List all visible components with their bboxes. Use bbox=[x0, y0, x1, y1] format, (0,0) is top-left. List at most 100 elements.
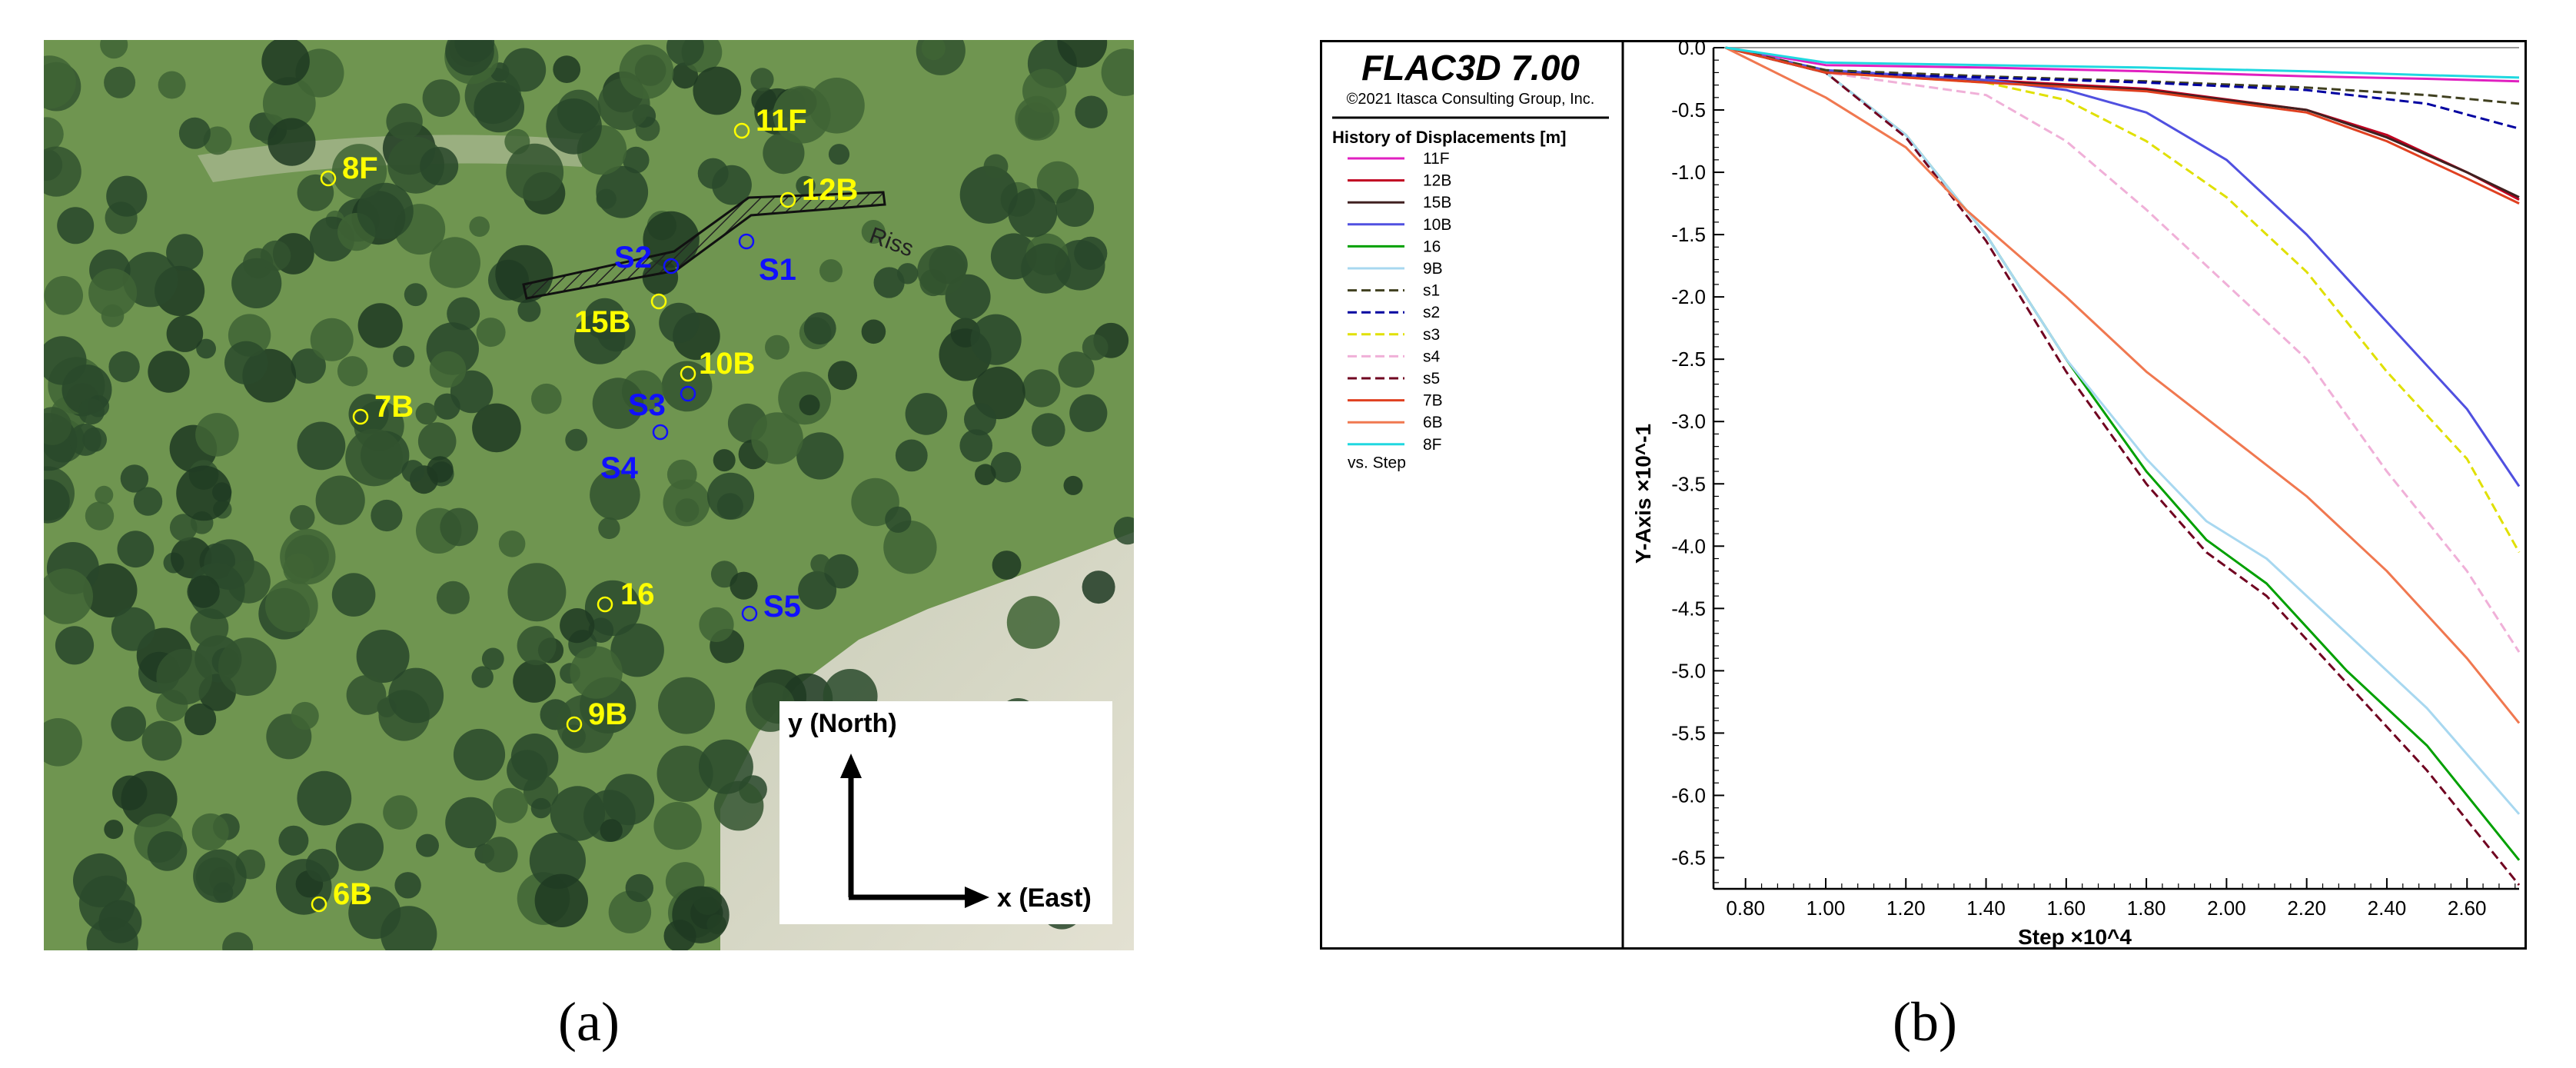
tree-crown bbox=[573, 313, 626, 364]
tree-crown bbox=[193, 849, 247, 903]
y-tick-label: 0.0 bbox=[1678, 40, 1706, 59]
tree-crown bbox=[763, 132, 805, 175]
tree-crown bbox=[260, 240, 291, 271]
tree-crown bbox=[507, 750, 548, 791]
tree-crown bbox=[106, 175, 148, 217]
caption-b: (b) bbox=[1893, 991, 1957, 1053]
tree-crown bbox=[401, 460, 424, 483]
survey-point-s1: S1 bbox=[738, 233, 796, 287]
tree-crown bbox=[417, 422, 457, 461]
tree-crown bbox=[104, 66, 136, 98]
tree-crown bbox=[447, 297, 480, 331]
series-line-s5 bbox=[1725, 46, 2521, 887]
tree-crown bbox=[663, 479, 710, 527]
tree-crown bbox=[195, 413, 239, 457]
tree-crown bbox=[474, 82, 524, 133]
displacement-chart-panel: FLAC3D 7.00 ©2021 Itasca Consulting Grou… bbox=[1320, 36, 2527, 950]
tree-crown bbox=[422, 79, 460, 117]
survey-point-15b: 15B bbox=[574, 293, 667, 339]
tree-crown bbox=[262, 77, 316, 130]
tree-crown bbox=[992, 551, 1022, 580]
tree-crown bbox=[592, 378, 644, 429]
tree-crown bbox=[803, 312, 836, 345]
tree-crown bbox=[112, 775, 148, 810]
tree-crown bbox=[598, 517, 620, 540]
tree-crown bbox=[348, 887, 401, 940]
tree-crown bbox=[176, 465, 231, 521]
tree-crown bbox=[420, 147, 459, 185]
tree-crown bbox=[530, 797, 552, 819]
y-tick-label: -2.0 bbox=[1671, 285, 1706, 308]
tree-crown bbox=[356, 630, 410, 683]
tree-crown bbox=[429, 351, 467, 388]
tree-crown bbox=[481, 647, 504, 670]
survey-point-12b: 12B bbox=[779, 173, 858, 208]
orientation-inset: y (North) x (East) bbox=[779, 701, 1112, 924]
caption-a: (a) bbox=[558, 991, 620, 1053]
north-arrowhead bbox=[840, 754, 862, 778]
tree-crown bbox=[111, 706, 146, 742]
tree-crown bbox=[1022, 369, 1061, 408]
y-tick-label: -0.5 bbox=[1671, 98, 1706, 121]
tree-crown bbox=[427, 456, 454, 483]
legend-label: 9B bbox=[1423, 260, 1443, 278]
legend-entry-8f: 8F bbox=[1348, 436, 1442, 454]
tree-crown bbox=[531, 383, 562, 414]
survey-point-marker bbox=[352, 408, 369, 425]
tree-crown bbox=[68, 423, 101, 456]
tree-crown bbox=[570, 646, 623, 699]
survey-point-marker bbox=[680, 365, 696, 382]
tree-crown bbox=[184, 703, 217, 736]
x-tick-label: 0.80 bbox=[1726, 897, 1765, 920]
survey-point-label: 11F bbox=[756, 104, 807, 138]
copyright-text: ©2021 Itasca Consulting Group, Inc. bbox=[1347, 91, 1595, 108]
legend-label: 6B bbox=[1423, 414, 1443, 431]
tree-crown bbox=[148, 351, 190, 393]
series-line-8f bbox=[1725, 46, 2520, 79]
tree-crown bbox=[964, 403, 996, 436]
legend-entry-16: 16 bbox=[1348, 238, 1441, 255]
tree-crown bbox=[218, 637, 277, 696]
x-tick-label: 2.00 bbox=[2207, 897, 2246, 920]
series-line-7b bbox=[1725, 46, 2520, 205]
tree-crown bbox=[264, 579, 318, 633]
tree-crown bbox=[345, 428, 403, 487]
survey-point-s5: S5 bbox=[741, 590, 801, 624]
tree-crown bbox=[895, 439, 928, 472]
tree-crown bbox=[101, 304, 125, 328]
legend-label: 8F bbox=[1423, 436, 1442, 454]
tree-crown bbox=[706, 472, 755, 520]
east-arrowhead bbox=[965, 887, 989, 908]
tree-crown bbox=[730, 571, 758, 600]
tree-crown bbox=[166, 234, 204, 271]
tree-crown bbox=[133, 487, 163, 516]
y-axis-label: Y-Axis ×10^-1 bbox=[1631, 424, 1655, 564]
tree-crown bbox=[610, 623, 664, 677]
tree-crown bbox=[751, 87, 777, 113]
survey-point-label: 16 bbox=[620, 577, 655, 611]
x-tick-label: 1.80 bbox=[2127, 897, 2166, 920]
y-tick-label: -1.0 bbox=[1671, 161, 1706, 184]
y-tick-label: -4.5 bbox=[1671, 597, 1706, 620]
legend-label: 12B bbox=[1423, 172, 1451, 190]
tree-crown bbox=[1069, 394, 1108, 432]
tree-crown bbox=[38, 336, 87, 385]
survey-point-marker bbox=[663, 258, 680, 274]
x-tick-label: 1.60 bbox=[2047, 897, 2086, 920]
tree-crown bbox=[799, 394, 820, 416]
tree-crown bbox=[44, 276, 83, 315]
survey-point-10b: 10B bbox=[680, 347, 755, 382]
legend-entry-15b: 15B bbox=[1348, 194, 1451, 211]
tree-crown bbox=[656, 745, 713, 802]
tree-crown bbox=[557, 694, 616, 754]
survey-point-label: 9B bbox=[588, 697, 627, 731]
tree-crown bbox=[659, 302, 700, 343]
aerial-map-panel: Riss 11F 12B 8F 15B 10B 7B 16 9B 6B S1 S2 S3 S4 S5 y … bbox=[19, 18, 1149, 970]
tree-crown bbox=[297, 421, 346, 471]
tree-crown bbox=[429, 237, 480, 288]
tree-crown bbox=[773, 85, 831, 144]
tree-crown bbox=[315, 475, 365, 525]
tree-crown bbox=[796, 175, 816, 196]
tree-crown bbox=[371, 499, 403, 532]
